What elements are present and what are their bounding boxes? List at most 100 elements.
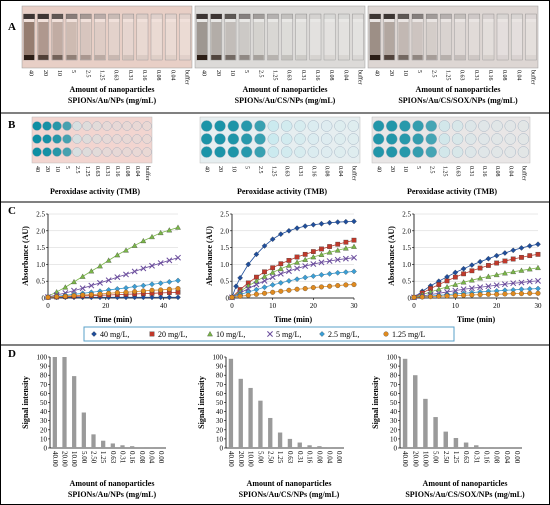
vial	[164, 13, 177, 61]
kinetics-chart-3: 0 0.5 1.0 1.5 2.0 2.5 0 10 20 30 Time (min) Absorba…	[387, 211, 542, 325]
series-line	[231, 246, 355, 298]
plate-background	[199, 116, 361, 164]
data-point	[45, 294, 51, 300]
vial-liquid	[166, 22, 176, 59]
vial-cap	[136, 14, 148, 19]
concentration-label: 1.25	[441, 166, 447, 177]
data-point-stroke	[175, 254, 181, 261]
concentration-label: buffer	[529, 70, 536, 85]
concentration-label: 40	[28, 70, 34, 76]
y-tick-label: 0	[42, 295, 46, 303]
data-point	[535, 264, 541, 270]
vial-pellet	[94, 55, 105, 60]
bar	[413, 375, 418, 448]
concentration-label: 0.63	[113, 70, 119, 81]
concentration-label: buffer	[350, 166, 357, 181]
series-line	[231, 239, 355, 298]
y-tick-label: 0	[226, 295, 230, 303]
plate-background	[371, 116, 531, 164]
concentration-label: 10	[402, 70, 408, 76]
data-point	[526, 266, 533, 272]
plate-well	[294, 146, 306, 158]
data-point	[294, 225, 300, 231]
bar	[327, 447, 332, 448]
vial-liquid	[66, 22, 77, 59]
x-tick-label: 30	[535, 302, 543, 310]
data-point	[166, 227, 173, 233]
panel-letter-c: C	[8, 205, 16, 217]
plate-well	[280, 146, 293, 158]
data-point-stroke	[535, 277, 541, 284]
x-tick-label: 0.31	[119, 451, 127, 464]
data-point	[302, 256, 309, 262]
data-point-stroke	[294, 265, 301, 272]
x-tick-label: 0.08	[315, 451, 323, 464]
vial	[108, 13, 120, 61]
data-point	[253, 281, 260, 288]
data-point	[318, 284, 324, 290]
plate-well	[478, 133, 490, 145]
vial-liquid	[412, 22, 423, 59]
vial-pellet	[38, 55, 49, 60]
vial-liquid	[197, 22, 208, 59]
x-tick-label: 5.00	[432, 451, 440, 464]
data-point	[245, 261, 252, 268]
data-point	[477, 275, 483, 281]
vial-cap	[525, 14, 537, 19]
data-point	[270, 265, 276, 271]
x-tick-label: 10	[452, 302, 460, 310]
concentration-label: 40	[374, 70, 380, 76]
data-point	[477, 258, 483, 265]
vial-liquid	[211, 22, 222, 59]
data-point	[140, 294, 147, 301]
vial	[468, 13, 481, 61]
plate-well	[504, 133, 516, 145]
plate-well	[132, 121, 142, 131]
data-point	[157, 280, 164, 287]
vial-pellet	[66, 55, 77, 60]
vial	[309, 13, 322, 61]
data-point	[343, 282, 349, 288]
data-point	[327, 283, 333, 289]
plate-well	[334, 146, 346, 158]
data-point	[270, 289, 276, 295]
vial-pellet	[123, 55, 134, 60]
x-tick-label: 20	[493, 302, 501, 310]
vial	[122, 13, 135, 61]
bar	[139, 447, 144, 448]
y-tick-label: 50	[390, 399, 398, 407]
x-tick-label: 0.16	[306, 451, 314, 464]
x-tick-label: 10.00	[247, 451, 255, 467]
x-tick-label: 0.04	[325, 451, 333, 464]
vial-pellet	[253, 55, 264, 60]
y-tick-label: 2.5	[220, 211, 229, 219]
vial-pellet	[483, 55, 494, 60]
data-point	[535, 241, 541, 248]
data-point	[229, 294, 235, 300]
data-point-stroke	[526, 278, 533, 285]
vial-cap	[309, 14, 321, 19]
series-40mgL	[411, 241, 541, 301]
data-point-stroke	[131, 268, 138, 275]
data-point	[334, 247, 341, 253]
data-point	[261, 243, 268, 249]
x-tick-label: 40.00	[51, 451, 59, 467]
bar	[463, 442, 469, 448]
vial-liquid	[440, 22, 451, 59]
concentration-label: 40	[201, 70, 207, 76]
data-point	[319, 246, 324, 252]
bar	[91, 434, 96, 448]
bar	[72, 376, 77, 448]
data-point	[518, 267, 525, 273]
vial-cap	[37, 14, 49, 19]
plate-well	[267, 146, 280, 158]
data-point-stroke	[485, 283, 492, 290]
vial	[252, 13, 265, 61]
data-point	[294, 265, 301, 272]
row-b-caption: Peroxidase activity (TMB)	[237, 187, 327, 196]
data-point	[502, 258, 508, 264]
data-point	[526, 278, 533, 285]
concentration-label: 0.31	[297, 166, 303, 177]
x-axis-title-line1: Amount of nanoparticles	[70, 479, 155, 488]
